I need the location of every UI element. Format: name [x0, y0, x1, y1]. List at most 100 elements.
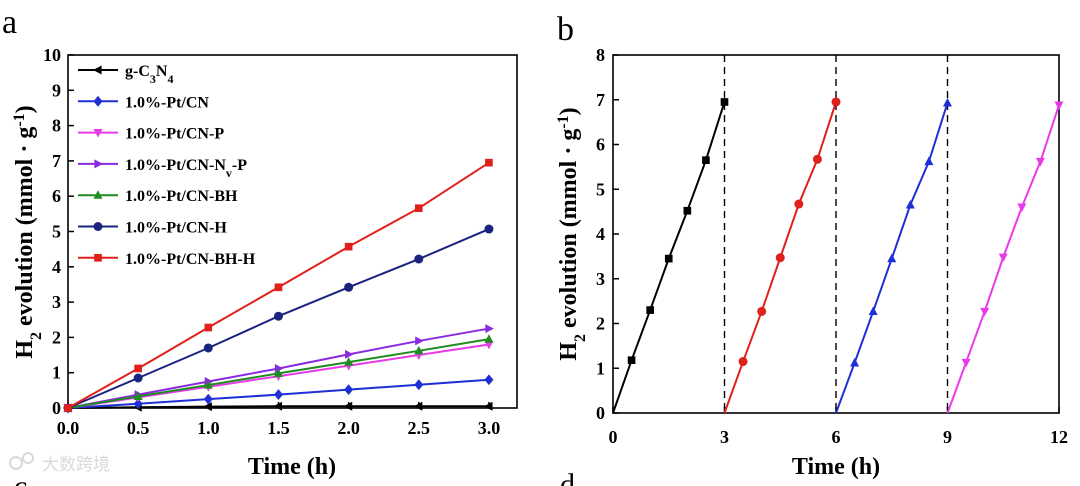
x-axis-title-b: Time (h): [792, 454, 880, 480]
y-axis-title-b: H2 evolution (mmol · g-1): [555, 107, 589, 360]
data-point-a: [484, 334, 494, 343]
x-tick-label-a: 0.0: [57, 418, 80, 438]
data-point-b: [757, 306, 767, 316]
data-point-a: [203, 402, 212, 412]
y-tick-label-a: 0: [52, 398, 61, 418]
data-point-b: [850, 357, 860, 367]
data-point-a: [204, 323, 213, 332]
legend-entry-label: 1.0%-Pt/CN-BH: [125, 188, 238, 205]
data-point-a: [273, 368, 283, 378]
data-point-b: [794, 199, 804, 209]
data-point-b: [646, 306, 654, 314]
axis-ticks-a: 0.0 0.5 1.0 1.5 2.0 2.5 3.0 0 1 2 3 4 5 6 7 8 9 10: [43, 45, 500, 438]
data-point-b: [868, 306, 878, 316]
data-point-b: [775, 253, 785, 263]
watermark-logo-icon: [9, 456, 23, 470]
data-point-b: [998, 253, 1008, 263]
data-point-a: [134, 364, 142, 373]
x-tick-label-a: 3.0: [478, 418, 501, 438]
data-point-b: [980, 307, 990, 317]
x-tick-label-b: 6: [832, 427, 841, 447]
legend-swatch-marker: [93, 129, 103, 138]
data-point-a: [64, 404, 72, 412]
y-tick-label-a: 7: [52, 151, 61, 171]
data-point-a: [203, 380, 213, 389]
x-tick-label-b: 3: [720, 427, 729, 447]
legend-entry-label: 1.0%-Pt/CN: [125, 94, 209, 111]
data-point-b: [627, 356, 636, 365]
data-point-b: [905, 199, 915, 209]
y-tick-label-a: 8: [52, 116, 61, 136]
data-point-a: [414, 345, 424, 355]
data-point-b: [812, 154, 822, 164]
data-point-b: [664, 254, 673, 263]
data-point-a: [203, 343, 213, 353]
chart-panel-a: 0.0 0.5 1.0 1.5 2.0 2.5 3.0 0 1 2 3 4 5 6 7 8 9 10 g-C3N4…: [11, 45, 518, 480]
legend-entry-label: 1.0%-Pt/CN-BH-H: [125, 251, 256, 268]
y-tick-label-a: 6: [52, 186, 61, 206]
data-point-a: [133, 391, 143, 400]
data-point-b: [1017, 203, 1027, 213]
y-tick-label-a: 10: [43, 45, 61, 65]
y-tick-label-b: 6: [596, 135, 605, 155]
legend-swatch-marker: [93, 190, 103, 199]
data-point-b: [831, 97, 841, 107]
data-point-a: [484, 224, 494, 234]
data-point-a: [274, 363, 284, 373]
y-tick-label-b: 2: [596, 314, 605, 334]
data-point-a: [345, 349, 354, 359]
data-point-a: [483, 401, 493, 411]
watermark: 大数跨境: [9, 452, 110, 475]
x-tick-label-a: 1.5: [267, 418, 290, 438]
x-tick-label-a: 2.5: [408, 418, 431, 438]
data-point-a: [414, 379, 424, 391]
panel-label-b: b: [557, 11, 574, 48]
x-tick-label-b: 9: [943, 427, 952, 447]
data-point-a: [344, 242, 353, 251]
watermark-logo-icon-2: [22, 452, 34, 464]
data-point-a: [343, 401, 353, 411]
data-point-a: [344, 384, 354, 396]
y-tick-label-b: 4: [596, 224, 605, 244]
data-point-a: [133, 373, 143, 383]
y-tick-label-b: 5: [596, 179, 605, 199]
legend-swatch-marker: [93, 65, 102, 75]
y-axis-title-a: H2 evolution (mmol · g-1): [11, 105, 45, 358]
data-point-a: [203, 393, 213, 405]
y-tick-label-a: 4: [52, 257, 61, 277]
y-tick-label-b: 1: [596, 358, 605, 378]
y-tick-label-a: 1: [52, 363, 61, 383]
data-point-b: [720, 98, 729, 106]
data-point-a: [273, 389, 283, 400]
x-tick-label-b: 12: [1050, 427, 1068, 447]
data-point-a: [484, 340, 494, 350]
data-point-b: [1054, 101, 1064, 111]
legend-entry-label: 1.0%-Pt/CN-P: [125, 126, 224, 143]
data-point-a: [415, 336, 424, 346]
legend-swatch-marker: [94, 159, 103, 169]
legend-swatch-marker: [93, 95, 103, 107]
y-tick-label-a: 2: [52, 327, 61, 347]
data-point-b: [924, 156, 934, 166]
data-point-a: [274, 283, 283, 292]
series-group-b: [612, 97, 1064, 414]
y-tick-label-a: 3: [52, 292, 61, 312]
legend-swatch-marker: [93, 222, 103, 231]
y-tick-label-a: 5: [52, 222, 61, 242]
x-tick-label-a: 1.0: [197, 418, 220, 438]
data-point-a: [344, 282, 354, 292]
panel-label-a: a: [2, 4, 17, 41]
data-point-a: [414, 204, 423, 213]
data-point-b: [683, 206, 692, 215]
data-point-a: [273, 401, 283, 411]
y-tick-label-a: 9: [52, 80, 61, 100]
y-tick-label-b: 7: [596, 90, 605, 110]
legend-a: g-C3N4 1.0%-Pt/CN 1.0%-Pt/CN-P 1.0%-Pt/CN-N…: [78, 63, 256, 268]
cycle-dividers-b: [723, 55, 949, 413]
data-point-a: [484, 374, 494, 386]
data-point-b: [1035, 157, 1045, 167]
x-tick-label-b: 0: [609, 427, 618, 447]
data-point-a: [414, 254, 424, 264]
series-group-a: [63, 158, 494, 414]
